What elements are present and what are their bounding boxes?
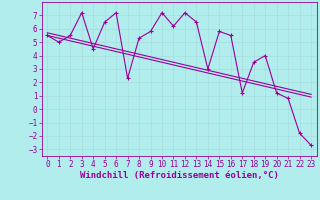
- X-axis label: Windchill (Refroidissement éolien,°C): Windchill (Refroidissement éolien,°C): [80, 171, 279, 180]
